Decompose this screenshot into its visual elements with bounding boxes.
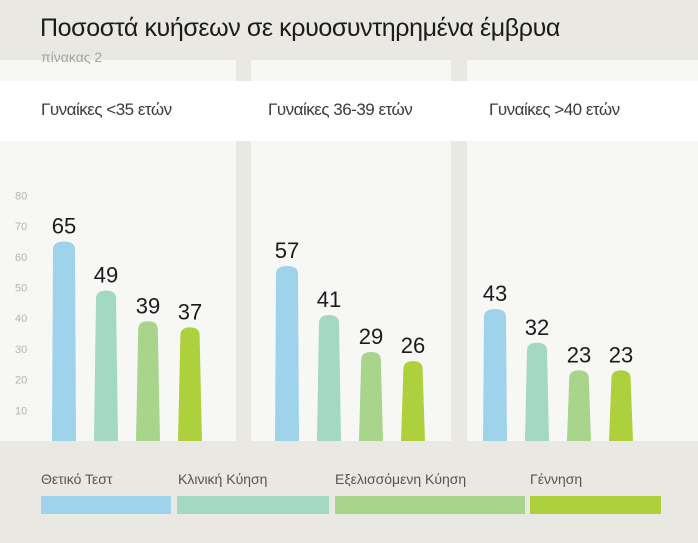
legend-swatch-positive-test: [41, 496, 171, 514]
group-label-36-39: Γυναίκες 36-39 ετών: [268, 100, 413, 119]
chart-subtitle: πίνακας 2: [41, 49, 103, 65]
bar-over-40-series-4: [609, 370, 633, 441]
bar-under-35-series-3: [136, 321, 160, 441]
y-tick-label: 60: [15, 252, 27, 264]
data-label: 23: [567, 342, 591, 367]
data-label: 29: [359, 324, 383, 349]
legend-swatch-clinical-pregnancy: [177, 496, 329, 514]
bar-under-35-series-4: [178, 327, 202, 441]
data-label: 41: [317, 287, 341, 312]
bar-36-39-series-2: [317, 315, 341, 441]
y-tick-label: 30: [15, 344, 27, 356]
bar-36-39-series-1: [275, 266, 299, 441]
bar-under-35-series-2: [94, 290, 118, 441]
data-label: 57: [275, 238, 299, 263]
legend-label-clinical-pregnancy: Κλινική Κύηση: [178, 471, 268, 487]
legend-swatch-ongoing-pregnancy: [335, 496, 525, 514]
bar-36-39-series-3: [359, 351, 383, 441]
data-label: 43: [483, 281, 507, 306]
bar-over-40-series-3: [567, 370, 591, 441]
y-tick-label: 70: [15, 221, 27, 233]
bar-over-40-series-2: [525, 342, 549, 441]
data-label: 39: [136, 293, 160, 318]
bar-under-35-series-1: [52, 241, 76, 441]
legend-label-ongoing-pregnancy: Εξελισσόμενη Κύηση: [335, 471, 467, 487]
group-label-under-35: Γυναίκες <35 ετών: [41, 100, 172, 119]
y-tick-label: 20: [15, 375, 27, 387]
data-label: 32: [525, 315, 549, 340]
y-tick-label: 50: [15, 283, 27, 295]
y-tick-label: 80: [15, 190, 27, 202]
legend-swatch-birth: [530, 496, 661, 514]
bar-over-40-series-1: [483, 308, 507, 441]
y-tick-label: 10: [15, 405, 27, 417]
data-label: 26: [401, 333, 425, 358]
data-label: 49: [94, 263, 118, 288]
data-label: 37: [178, 299, 202, 324]
category-band: [0, 81, 698, 141]
legend-label-positive-test: Θετικό Τεστ: [41, 471, 113, 487]
y-tick-label: 40: [15, 313, 27, 325]
group-label-over-40: Γυναίκες >40 ετών: [489, 100, 620, 119]
data-label: 23: [609, 342, 633, 367]
data-label: 65: [52, 213, 76, 238]
legend-label-birth: Γέννηση: [530, 471, 583, 487]
chart-title: Ποσοστά κυήσεων σε κρυοσυντηρημένα έμβρυ…: [40, 14, 560, 42]
bar-36-39-series-4: [401, 361, 425, 441]
